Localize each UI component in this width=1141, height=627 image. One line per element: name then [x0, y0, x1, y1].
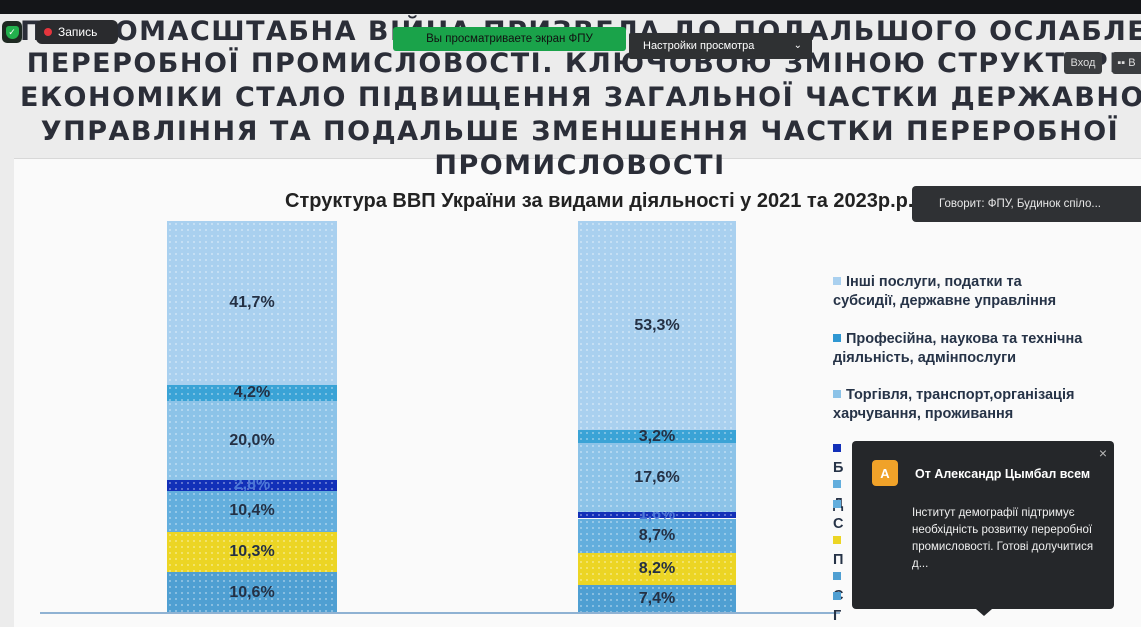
data-label: 53,3%	[634, 316, 680, 334]
data-label: 10,3%	[229, 543, 275, 561]
chevron-down-icon: ⌄	[793, 40, 802, 51]
legend-swatch	[833, 390, 841, 398]
bar-segment-2023-6: 3,2%	[578, 427, 736, 445]
legend-item: П	[833, 532, 853, 570]
legend-label: Б	[833, 460, 844, 476]
data-label: 3,2%	[638, 427, 676, 445]
recording-label: Запись	[58, 25, 98, 39]
data-label: 7,4%	[638, 590, 676, 608]
legend-swatch	[833, 444, 841, 452]
legend-label: Професійна, наукова та технічна діяльніс…	[833, 331, 1083, 366]
chat-pointer	[976, 609, 992, 616]
legend-label: П	[833, 552, 844, 568]
legend-swatch	[833, 334, 841, 342]
data-label: 10,4%	[229, 502, 275, 520]
slide-title-line-3: ЕКОНОМІКИ СТАЛО ПІДВИЩЕННЯ ЗАГАЛЬНОЇ ЧАС…	[20, 82, 1141, 113]
data-label: 4,2%	[233, 384, 271, 402]
legend-label: Г	[833, 608, 842, 624]
data-label: 20,0%	[229, 431, 275, 449]
bar-segment-2021-6: 4,2%	[167, 384, 337, 402]
slide-title-line-4: УПРАВЛІННЯ ТА ПОДАЛЬШЕ ЗМЕНШЕННЯ ЧАСТКИ …	[40, 116, 1120, 147]
security-shield-icon[interactable]: ✓	[2, 21, 22, 43]
exit-button[interactable]: Вход	[1064, 52, 1102, 74]
bar-segment-2021-3: 10,4%	[167, 490, 337, 532]
legend-label: Торгівля, транспорт,організація харчуван…	[833, 387, 1075, 422]
slide-title-line-5: ПРОМИСЛОВОСТІ	[434, 150, 726, 181]
legend-swatch	[833, 500, 841, 508]
view-settings-dropdown[interactable]: Настройки просмотра ⌄	[629, 33, 812, 59]
window-top-edge	[0, 0, 1141, 14]
chat-message: Інститут демографії підтримує необхідніс…	[912, 507, 1094, 570]
data-label: 41,7%	[229, 293, 275, 311]
legend-swatch	[833, 536, 841, 544]
bar-segment-2021-7: 41,7%	[167, 221, 337, 385]
chat-sender: От Александр Цымбал всем	[915, 467, 1091, 481]
close-icon[interactable]: ×	[1098, 445, 1107, 461]
bar-segment-2023-2: 8,2%	[578, 552, 736, 585]
bar-segment-2021-5: 20,0%	[167, 401, 337, 480]
data-label: 17,6%	[634, 468, 680, 486]
legend-swatch	[833, 277, 841, 285]
legend-item: Торгівля, транспорт,організація харчуван…	[833, 386, 1083, 424]
active-speaker-indicator: Говорит: ФПУ, Будинок спіло...	[912, 186, 1141, 222]
legend-item: Інші послуги, податки та субсидії, держа…	[833, 273, 1083, 311]
recording-indicator[interactable]: Запись	[36, 20, 118, 44]
legend-item: Професійна, наукова та технічна діяльніс…	[833, 330, 1083, 368]
chart-title: Структура ВВП України за видами діяльнос…	[285, 190, 914, 212]
more-options-button[interactable]: ▪▪ В	[1112, 52, 1141, 74]
legend-swatch	[833, 572, 841, 580]
bar-segment-2023-7: 53,3%	[578, 221, 736, 431]
screen-share-banner: Вы просматриваете экран ФПУ	[393, 27, 626, 51]
slide-title-line-2: ПЕРЕРОБНОЇ ПРОМИСЛОВОСТІ. КЛЮЧОВОЮ ЗМІНО…	[26, 48, 1134, 79]
bar-segment-2021-4: 2,8%	[167, 476, 337, 493]
bar-segment-2023-5: 17,6%	[578, 443, 736, 513]
legend-item: С	[833, 496, 853, 534]
bar-segment-2023-1: 7,4%	[578, 584, 736, 614]
data-label: 8,2%	[638, 559, 676, 577]
bar-segment-2023-4: 1,6%	[578, 506, 736, 523]
bar-segment-2021-1: 10,6%	[167, 572, 337, 614]
record-dot-icon	[44, 28, 52, 36]
legend-swatch	[833, 480, 841, 488]
x-axis-line	[40, 612, 840, 614]
legend-label: Інші послуги, податки та субсидії, держа…	[833, 274, 1057, 309]
data-label: 2,8%	[233, 476, 271, 494]
legend-item: Г	[833, 588, 853, 626]
view-settings-label: Настройки просмотра	[643, 40, 755, 52]
legend-item: Б	[833, 440, 853, 478]
legend-swatch	[833, 592, 841, 600]
bar-segment-2023-3: 8,7%	[578, 518, 736, 553]
chat-notification[interactable]: А От Александр Цымбал всем × Інститут де…	[852, 441, 1114, 609]
data-label: 8,7%	[638, 526, 676, 544]
data-label: 10,6%	[229, 584, 275, 602]
sender-avatar: А	[872, 460, 898, 486]
legend-label: С	[833, 516, 844, 532]
bar-segment-2021-2: 10,3%	[167, 531, 337, 573]
